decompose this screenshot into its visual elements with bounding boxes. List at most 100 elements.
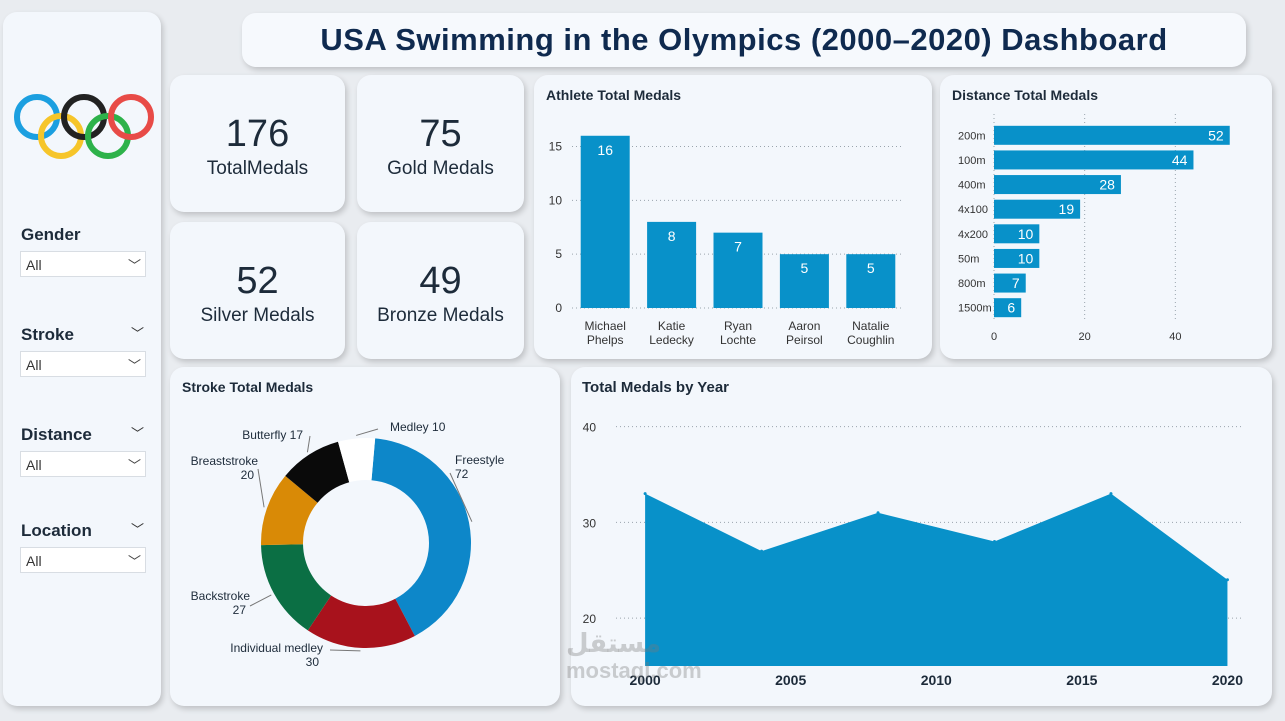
x-tick-label: Ryan xyxy=(724,319,752,333)
donut-slice[interactable] xyxy=(371,438,471,636)
bar[interactable] xyxy=(994,150,1194,170)
x-tick-label: Michael xyxy=(585,319,626,333)
bar[interactable] xyxy=(779,254,829,308)
data-label: 7 xyxy=(1012,275,1020,291)
chevron-down-icon[interactable]: ﹀ xyxy=(131,326,145,341)
y-tick-label: 0 xyxy=(555,301,562,315)
chevron-down-icon: ﹀ xyxy=(127,258,141,273)
data-point xyxy=(643,492,647,496)
data-label: 6 xyxy=(1007,300,1015,316)
kpi-gold-label: Gold Medals xyxy=(387,158,494,179)
bar[interactable] xyxy=(994,125,1230,145)
bar[interactable] xyxy=(994,273,1026,293)
x-tick-label: Ledecky xyxy=(649,333,694,347)
x-tick-label: 2015 xyxy=(1066,672,1097,688)
area-series[interactable] xyxy=(645,493,1228,666)
data-label: 19 xyxy=(1059,201,1075,217)
kpi-bronze-label: Bronze Medals xyxy=(377,305,504,326)
donut-slice[interactable] xyxy=(338,438,376,483)
bar[interactable] xyxy=(994,298,1022,318)
filter-location-label: Location xyxy=(21,521,92,540)
data-label: 10 xyxy=(1018,250,1034,266)
chevron-down-icon: ﹀ xyxy=(127,358,141,373)
bar[interactable] xyxy=(713,232,763,308)
filter-distance-label: Distance xyxy=(21,425,92,444)
watermark-latin: mostaql.com xyxy=(566,658,702,683)
x-tick-label: Phelps xyxy=(587,333,624,347)
filter-distance-dropdown[interactable]: All ﹀ xyxy=(20,451,146,477)
y-tick-label: 30 xyxy=(583,516,597,530)
kpi-card-bronze[interactable]: 49 Bronze Medals xyxy=(357,222,524,359)
y-tick-label: 15 xyxy=(549,140,563,154)
stroke-chart-title: Stroke Total Medals xyxy=(182,379,314,395)
slice-value: 27 xyxy=(233,603,247,617)
chevron-down-icon[interactable]: ﹀ xyxy=(131,522,145,537)
filter-gender-label: Gender xyxy=(21,225,81,244)
slice-label: Individual medley xyxy=(230,641,323,655)
year-chart-title: Total Medals by Year xyxy=(582,379,730,396)
data-point xyxy=(993,540,997,543)
data-label: 8 xyxy=(668,228,676,244)
leader-line xyxy=(449,472,473,522)
kpi-card-gold[interactable]: 75 Gold Medals xyxy=(357,75,524,212)
filter-stroke-label: Stroke xyxy=(21,325,74,344)
x-tick-label: 2020 xyxy=(1212,672,1243,688)
data-point xyxy=(1225,578,1229,582)
filter-gender-dropdown[interactable]: All ﹀ xyxy=(20,251,146,277)
x-tick-label: Peirsol xyxy=(786,333,823,347)
bar[interactable] xyxy=(647,221,697,308)
y-tick-label: 50m xyxy=(958,253,979,265)
stroke-medals-chart-panel[interactable]: Stroke Total Medals Freestyle 72 Individua… xyxy=(170,367,560,706)
slice-value: 72 xyxy=(455,467,469,481)
kpi-silver-label: Silver Medals xyxy=(200,305,315,326)
bar[interactable] xyxy=(994,224,1040,244)
y-tick-label: 4x100 xyxy=(958,204,988,216)
donut-slice[interactable] xyxy=(307,595,415,648)
bar[interactable] xyxy=(846,254,896,308)
kpi-card-silver[interactable]: 52 Silver Medals xyxy=(170,222,345,359)
bar[interactable] xyxy=(580,135,630,308)
filter-stroke-dropdown[interactable]: All ﹀ xyxy=(20,351,146,377)
x-tick-label: Coughlin xyxy=(847,333,894,347)
distance-chart-title: Distance Total Medals xyxy=(952,87,1099,103)
donut-slice[interactable] xyxy=(261,544,332,631)
bar[interactable] xyxy=(994,248,1040,268)
slice-label: Butterfly 17 xyxy=(242,428,303,442)
filter-distance-value: All xyxy=(26,457,42,473)
x-tick-label: 2000 xyxy=(630,672,661,688)
distance-medals-chart-panel[interactable]: Distance Total Medals 0 20 40 52 200m 44 100m 2… xyxy=(940,75,1272,359)
donut-slice[interactable] xyxy=(285,441,350,503)
y-tick-label: 800m xyxy=(958,278,986,290)
kpi-card-total[interactable]: 176 TotalMedals xyxy=(170,75,345,212)
data-label: 7 xyxy=(734,239,742,255)
leader-line xyxy=(306,435,311,453)
distance-medals-chart[interactable]: 0 20 40 52 200m 44 100m 28 400m 19 4x100 10 4x200 10 5… xyxy=(940,75,1272,359)
y-tick-label: 10 xyxy=(549,193,563,207)
year-medals-area-chart[interactable]: 20 30 40 2000 2005 2010 2015 2020 xyxy=(571,367,1272,706)
x-tick-label: 20 xyxy=(1079,331,1091,343)
x-tick-label: 40 xyxy=(1169,331,1181,343)
chevron-down-icon[interactable]: ﹀ xyxy=(131,426,145,441)
bar[interactable] xyxy=(994,175,1121,195)
slice-label: Breaststroke xyxy=(191,454,259,468)
bar[interactable] xyxy=(994,199,1081,219)
data-point xyxy=(876,511,880,515)
athlete-chart-title: Athlete Total Medals xyxy=(546,87,682,103)
filter-gender-value: All xyxy=(26,257,42,273)
data-label: 5 xyxy=(867,260,875,276)
x-tick-label: 2010 xyxy=(921,672,952,688)
year-medals-chart-panel[interactable]: Total Medals by Year 20 30 40 2000 2005 2010 2… xyxy=(571,367,1272,706)
filter-sidebar: Gender All ﹀ Stroke ﹀ All ﹀ Distance ﹀ A… xyxy=(3,12,161,706)
athlete-medals-chart-panel[interactable]: Athlete Total Medals 0 5 10 15 16 Michael Phel… xyxy=(534,75,932,359)
dashboard-title-bar: USA Swimming in the Olympics (2000–2020)… xyxy=(242,13,1246,67)
x-tick-label: 2005 xyxy=(775,672,806,688)
data-label: 44 xyxy=(1172,152,1188,168)
y-tick-label: 40 xyxy=(583,421,597,435)
donut-slice[interactable] xyxy=(261,475,318,546)
filter-location-dropdown[interactable]: All ﹀ xyxy=(20,547,146,573)
leader-line xyxy=(356,428,379,436)
chevron-down-icon: ﹀ xyxy=(127,554,141,569)
chevron-down-icon: ﹀ xyxy=(127,458,141,473)
